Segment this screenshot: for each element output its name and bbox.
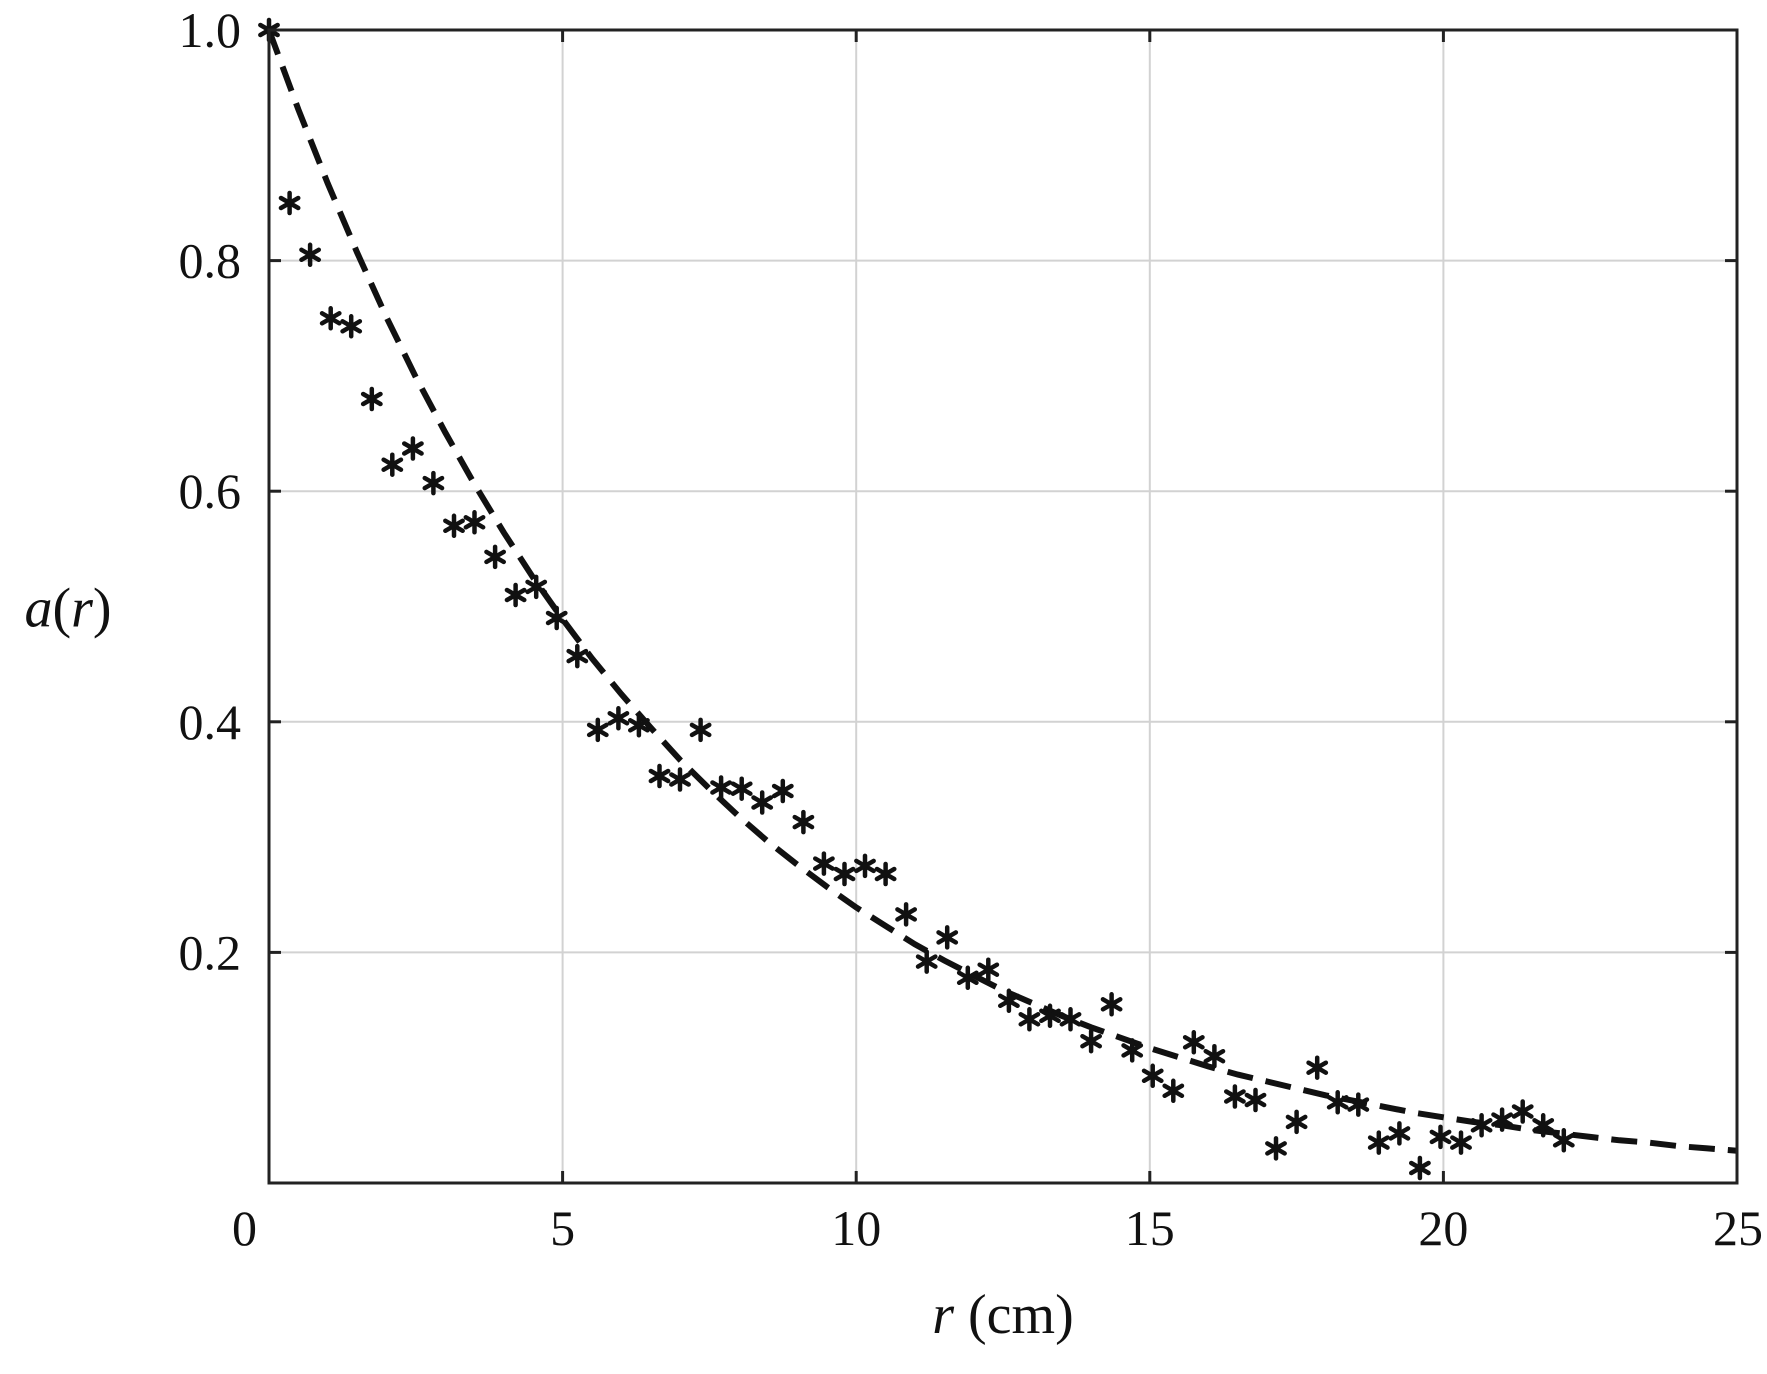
y-tick-label-3: 0.8 bbox=[179, 233, 242, 289]
x-tick-label-5: 25 bbox=[1713, 1200, 1763, 1256]
data-point-10 bbox=[463, 510, 486, 535]
data-point-46 bbox=[1203, 1043, 1226, 1069]
data-point-31 bbox=[895, 902, 918, 927]
data-point-29 bbox=[854, 853, 876, 879]
x-tick-label-4: 20 bbox=[1418, 1200, 1468, 1256]
data-point-15 bbox=[566, 643, 589, 669]
data-point-44 bbox=[1162, 1078, 1185, 1104]
plot-frame bbox=[267, 28, 1739, 1185]
y-tick-label-1: 0.4 bbox=[179, 694, 242, 750]
data-point-61 bbox=[1511, 1099, 1534, 1124]
data-point-23 bbox=[730, 776, 753, 801]
data-point-40 bbox=[1080, 1028, 1103, 1054]
data-point-56 bbox=[1408, 1155, 1431, 1181]
data-point-47 bbox=[1223, 1084, 1246, 1109]
data-point-19 bbox=[648, 763, 671, 789]
data-point-52 bbox=[1326, 1090, 1349, 1115]
data-point-53 bbox=[1347, 1092, 1370, 1117]
data-point-36 bbox=[997, 988, 1020, 1014]
data-point-30 bbox=[874, 861, 897, 887]
y-tick-label-2: 0.6 bbox=[179, 463, 242, 519]
data-point-58 bbox=[1450, 1130, 1472, 1155]
data-point-22 bbox=[710, 775, 733, 800]
data-point-24 bbox=[751, 790, 774, 815]
x-axis-label-unit: (cm) bbox=[954, 1284, 1074, 1346]
data-point-26 bbox=[792, 809, 815, 835]
data-point-13 bbox=[525, 574, 548, 600]
x-tick-label-3: 15 bbox=[1125, 1200, 1175, 1256]
data-point-49 bbox=[1265, 1136, 1287, 1161]
data-point-59 bbox=[1470, 1113, 1493, 1138]
data-point-12 bbox=[504, 582, 527, 608]
data-point-2 bbox=[299, 242, 322, 268]
y-axis-label-var: r bbox=[71, 578, 93, 640]
data-point-42 bbox=[1121, 1038, 1144, 1063]
data-point-4 bbox=[340, 314, 363, 339]
data-point-50 bbox=[1285, 1109, 1308, 1135]
data-point-21 bbox=[689, 717, 712, 743]
data-point-48 bbox=[1244, 1087, 1267, 1113]
data-point-60 bbox=[1491, 1107, 1514, 1132]
data-point-51 bbox=[1306, 1055, 1329, 1080]
data-point-57 bbox=[1429, 1124, 1452, 1150]
data-point-32 bbox=[915, 949, 938, 974]
data-point-11 bbox=[484, 544, 507, 570]
data-point-16 bbox=[586, 717, 609, 743]
x-tick-label-2: 10 bbox=[831, 1200, 881, 1256]
grid bbox=[269, 30, 1737, 1183]
y-axis-label-close: ) bbox=[93, 578, 112, 640]
data-point-41 bbox=[1100, 992, 1123, 1017]
data-point-55 bbox=[1388, 1121, 1411, 1146]
data-point-62 bbox=[1532, 1113, 1555, 1138]
data-point-3 bbox=[319, 306, 342, 331]
data-points bbox=[258, 17, 1575, 1181]
x-axis-label-var: r bbox=[932, 1284, 954, 1346]
data-point-1 bbox=[278, 190, 301, 216]
x-tick-label-1: 5 bbox=[550, 1200, 575, 1256]
data-point-14 bbox=[545, 605, 568, 631]
data-point-17 bbox=[607, 706, 630, 731]
data-point-8 bbox=[422, 470, 445, 496]
data-point-20 bbox=[669, 767, 691, 792]
y-axis-label: a(r) bbox=[24, 578, 111, 640]
y-axis-label-fn: a bbox=[24, 578, 52, 640]
x-tick-labels: 0 5 10 15 20 25 bbox=[232, 1200, 1763, 1256]
data-point-43 bbox=[1141, 1063, 1164, 1089]
data-point-33 bbox=[936, 925, 959, 950]
data-point-39 bbox=[1059, 1007, 1082, 1032]
data-point-6 bbox=[381, 452, 404, 477]
data-point-28 bbox=[833, 861, 856, 887]
data-point-7 bbox=[401, 436, 424, 461]
data-point-27 bbox=[812, 851, 835, 876]
y-tick-labels: 0.2 0.4 0.6 0.8 1.0 bbox=[179, 2, 242, 980]
data-point-9 bbox=[443, 513, 465, 539]
y-tick-label-4: 1.0 bbox=[179, 2, 242, 58]
data-point-37 bbox=[1018, 1007, 1041, 1032]
data-point-18 bbox=[627, 713, 650, 738]
data-point-5 bbox=[360, 386, 383, 412]
data-point-45 bbox=[1182, 1030, 1205, 1055]
data-point-34 bbox=[956, 965, 979, 991]
data-point-54 bbox=[1367, 1130, 1390, 1155]
y-tick-label-0: 0.2 bbox=[179, 924, 242, 980]
data-point-63 bbox=[1552, 1128, 1575, 1153]
data-point-25 bbox=[771, 778, 794, 804]
data-point-35 bbox=[977, 957, 1000, 982]
x-tick-label-0: 0 bbox=[232, 1200, 257, 1256]
data-point-38 bbox=[1039, 1003, 1061, 1029]
x-axis-label: r (cm) bbox=[932, 1284, 1074, 1346]
y-axis-label-open: ( bbox=[52, 578, 71, 640]
